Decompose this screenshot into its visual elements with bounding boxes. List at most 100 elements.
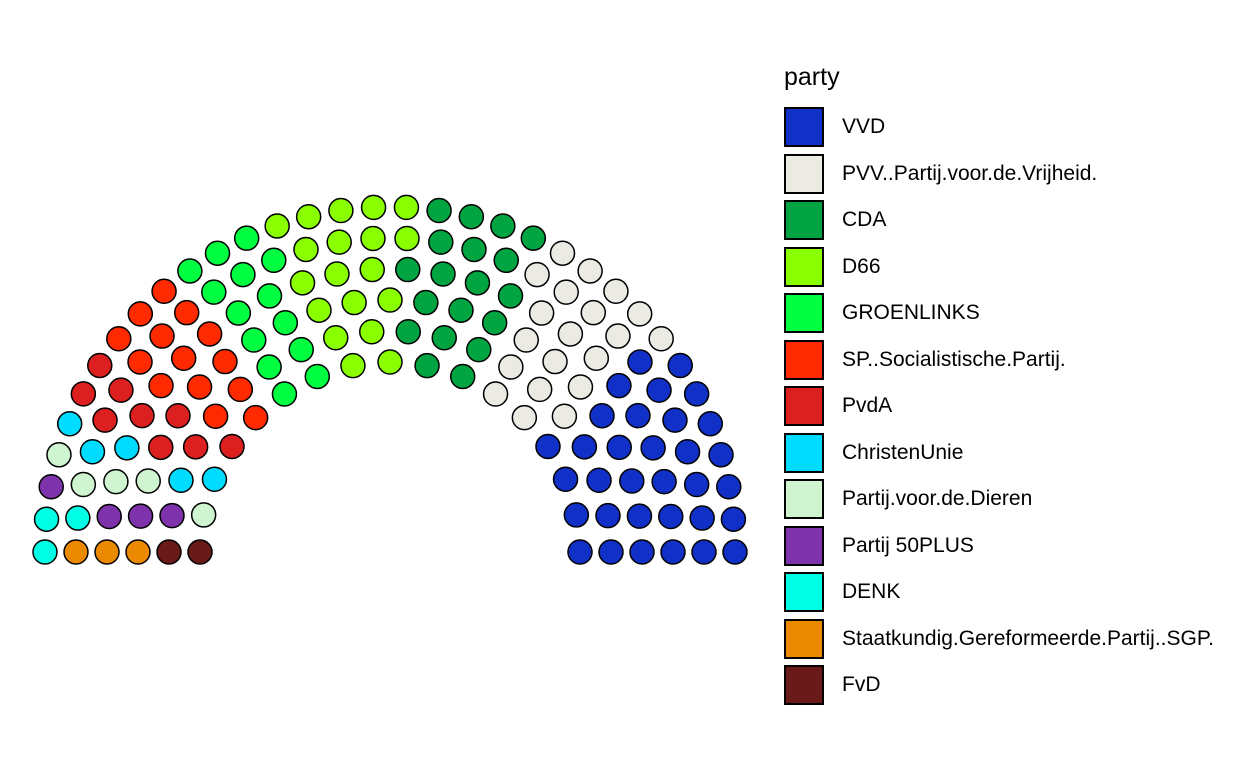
legend-label: PvdA (842, 394, 893, 418)
legend-label: Partij.voor.de.Dieren (842, 487, 1033, 511)
legend-swatch (784, 200, 824, 241)
seat-marker (135, 468, 161, 494)
legend-swatch (784, 153, 824, 194)
legend-swatch (784, 107, 824, 148)
seat-marker (449, 363, 476, 390)
legend-swatch (784, 246, 824, 287)
seat-marker (289, 270, 316, 296)
seat-marker (589, 403, 615, 429)
seat-marker (567, 374, 594, 400)
seat-marker (689, 505, 715, 531)
seat-marker (212, 348, 238, 375)
legend-item: GROENLINKS (784, 290, 1214, 337)
legend-item: FvD (784, 662, 1214, 709)
seat-marker (96, 503, 122, 530)
seat-marker (598, 539, 624, 565)
legend-swatch (784, 525, 824, 566)
seat-marker (683, 381, 710, 407)
seat-marker (627, 349, 653, 375)
seat-marker (580, 299, 607, 326)
seat-marker (535, 433, 561, 460)
seat-marker (360, 225, 386, 252)
seat-marker (341, 289, 367, 316)
legend-label: GROENLINKS (842, 301, 980, 325)
seat-marker (63, 539, 89, 565)
legend-item: Partij 50PLUS (784, 523, 1214, 570)
seat-marker (524, 261, 550, 288)
seat-marker (288, 336, 314, 363)
legend-swatch (784, 386, 824, 427)
seat-marker (606, 372, 632, 399)
seat-marker (103, 468, 129, 495)
legend-swatch (784, 572, 824, 613)
seat-marker (328, 197, 354, 224)
seat-marker (430, 261, 456, 287)
legend-item: VVD (784, 104, 1214, 151)
parliament-chart (32, 194, 748, 565)
seat-marker (458, 203, 485, 230)
seat-marker (619, 468, 645, 494)
seat-marker (603, 278, 629, 305)
seat-marker (426, 197, 452, 224)
seat-marker (168, 467, 194, 493)
seat-marker (528, 300, 555, 326)
legend-item: CDA (784, 197, 1214, 244)
seat-marker (461, 236, 487, 263)
seat-marker (716, 473, 742, 500)
seat-marker (272, 310, 299, 336)
seat-marker (125, 539, 151, 565)
seat-marker (626, 301, 653, 327)
seat-marker (79, 438, 106, 465)
legend-items: VVD PVV..Partij.voor.de.Vrijheid. CDA D66 GR… (784, 104, 1214, 709)
seat-marker (241, 327, 267, 353)
legend-label: ChristenUnie (842, 440, 964, 464)
seat-marker (156, 539, 182, 565)
seat-marker (360, 194, 387, 221)
seat-marker (493, 247, 519, 274)
seat-marker (658, 503, 684, 530)
seat-marker (481, 310, 508, 336)
seat-marker (56, 411, 83, 437)
seat-marker (340, 352, 366, 379)
seat-marker (511, 404, 538, 431)
seat-marker (691, 539, 717, 565)
seat-marker (394, 225, 420, 252)
legend-label: FvD (842, 673, 881, 697)
seat-marker (393, 194, 420, 221)
seat-marker (640, 435, 666, 461)
seat-marker (549, 240, 576, 266)
seat-marker (542, 348, 568, 375)
seat-marker (202, 403, 229, 430)
legend-swatch (784, 665, 824, 706)
seat-marker (293, 236, 319, 263)
legend-swatch (784, 293, 824, 334)
seat-marker (513, 327, 539, 353)
seat-marker (552, 466, 579, 493)
seat-marker (526, 376, 553, 403)
seat-marker (70, 381, 97, 407)
seat-marker (190, 502, 217, 528)
seat-marker (520, 225, 547, 251)
seat-marker (38, 473, 64, 500)
legend-item: PVV..Partij.voor.de.Vrijheid. (784, 151, 1214, 198)
seat-marker (551, 403, 578, 430)
legend-label: D66 (842, 254, 881, 278)
seat-marker (219, 433, 245, 460)
parliament-svg (32, 194, 748, 565)
seat-marker (395, 319, 421, 345)
seat-marker (201, 466, 228, 493)
seat-marker (448, 297, 474, 323)
seat-marker (667, 352, 693, 379)
legend-label: Staatkundig.Gereformeerde.Partij..SGP. (842, 626, 1214, 650)
seat-marker (571, 434, 598, 460)
seat-marker (256, 283, 283, 309)
seat-marker (148, 372, 174, 399)
seat-marker (182, 434, 209, 460)
seat-marker (127, 301, 154, 327)
seat-marker (413, 289, 439, 316)
seat-marker (625, 402, 651, 429)
seat-marker (108, 377, 134, 403)
seat-marker (148, 434, 174, 461)
legend-item: ChristenUnie (784, 430, 1214, 477)
seat-marker (256, 354, 282, 380)
